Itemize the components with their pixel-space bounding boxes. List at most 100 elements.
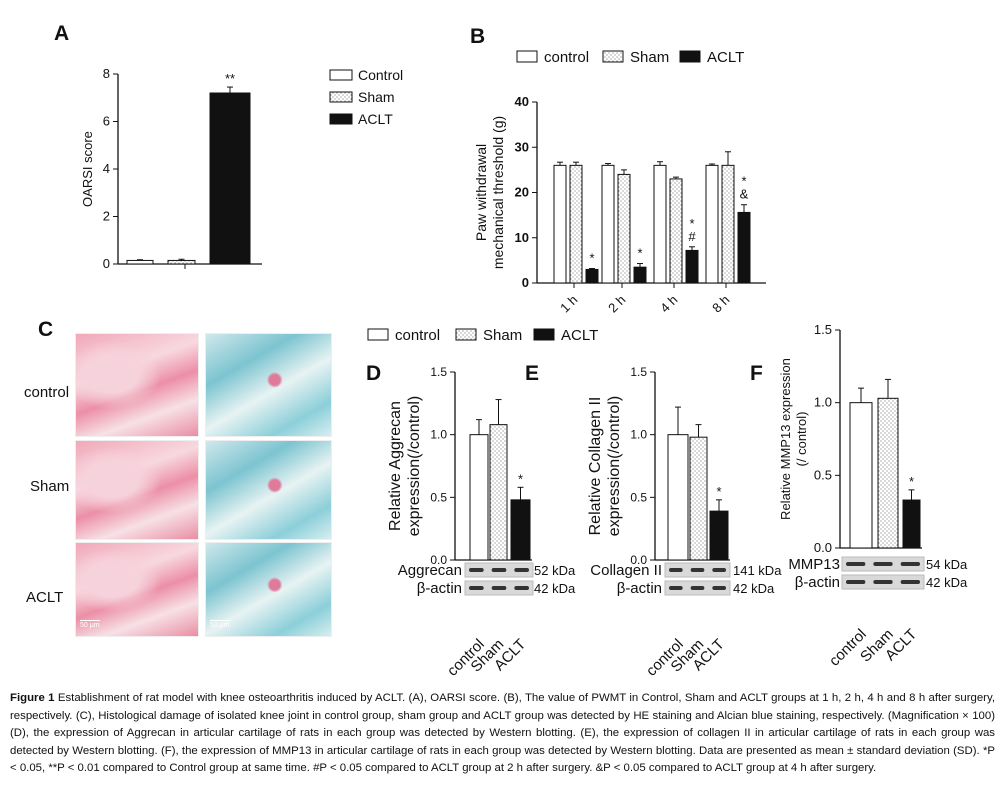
bar-b-control: [653, 164, 667, 284]
bar-d-sham: [489, 424, 508, 561]
legend-def-entry: control: [395, 327, 440, 344]
x-tick-label-b: 1 h: [557, 292, 580, 315]
bar-e-aclt: [709, 510, 729, 561]
legend-def-swatch: [367, 328, 389, 341]
y-axis-label-d: Relative Aggrecan: [387, 401, 404, 531]
bar-f-control: [849, 402, 873, 549]
legend-b-swatch: [679, 50, 701, 63]
y-tick-label-f: 1.5: [814, 322, 832, 337]
row-label-aclt: ACLT: [26, 589, 64, 606]
legend-def-entry: ACLT: [561, 327, 598, 344]
bar-b-aclt: [633, 266, 647, 284]
blot-kda-d: 52 kDa: [534, 563, 576, 578]
y-tick-label-b: 30: [515, 139, 529, 154]
significance-mark-d: *: [518, 471, 523, 486]
blot-band-f: [846, 562, 866, 566]
figure-caption: Figure 1 Establishment of rat model with…: [10, 690, 995, 778]
y-tick-label-e: 0.5: [630, 490, 647, 504]
bar-e-control: [667, 434, 689, 561]
legend-b-swatch: [516, 50, 538, 63]
y-axis-label-f: (/ control): [794, 412, 809, 467]
y-tick-label-f: 1.0: [814, 395, 832, 410]
panel-label-c: C: [38, 318, 54, 341]
blot-band-e: [712, 586, 726, 590]
blot-band-d: [514, 586, 529, 590]
significance-mark-b: *: [741, 174, 746, 189]
bar-a-control: [126, 259, 154, 265]
bar-d-control: [469, 434, 489, 561]
legend-b-entry: Sham: [630, 49, 669, 66]
y-axis-label-e: Relative Collagen II: [587, 397, 604, 536]
y-tick-label-e: 1.0: [630, 428, 647, 442]
blot-label-f: β-actin: [795, 574, 840, 591]
bar-a-sham: [167, 259, 196, 265]
x-tick-label-b: 4 h: [657, 292, 680, 315]
panel-label-a: A: [54, 22, 70, 45]
blot-band-d: [491, 586, 507, 590]
blot-band-f: [846, 580, 866, 584]
legend-a-swatch: [329, 69, 353, 81]
blot-band-f: [900, 580, 920, 584]
legend-a-entry: Control: [358, 67, 403, 83]
panel-label-e: E: [525, 362, 540, 385]
y-axis-label-d: expression(/control): [406, 396, 423, 537]
bar-b-control: [601, 164, 615, 284]
alcian-image-sham: [205, 440, 332, 540]
blot-label-f: MMP13: [788, 556, 840, 573]
significance-mark-a: **: [225, 71, 235, 86]
blot-band-e: [690, 586, 705, 590]
y-tick-label-a: 6: [103, 114, 110, 129]
y-tick-label-b: 0: [522, 275, 529, 290]
blot-label-e: Collagen II: [590, 562, 662, 579]
y-tick-label-d: 0.0: [430, 553, 447, 567]
blot-label-d: Aggrecan: [398, 562, 462, 579]
significance-mark-b: #: [688, 229, 696, 244]
blot-kda-f: 54 kDa: [926, 557, 968, 572]
bar-b-sham: [669, 178, 683, 284]
panel-label-b: B: [470, 25, 486, 48]
blot-band-e: [669, 568, 683, 572]
blot-band-d: [491, 568, 507, 572]
y-tick-label-b: 20: [515, 185, 529, 200]
blot-band-e: [669, 586, 683, 590]
y-tick-label-d: 1.5: [430, 365, 447, 379]
legend-a-swatch: [329, 91, 353, 103]
bar-b-aclt: [737, 211, 751, 284]
legend-def-entry: Sham: [483, 327, 522, 344]
legend-a-entry: ACLT: [358, 111, 393, 127]
he-image-sham: [75, 440, 199, 540]
significance-mark-b: *: [689, 216, 694, 231]
significance-mark-b: *: [637, 246, 642, 261]
y-tick-label-f: 0.5: [814, 467, 832, 482]
blot-band-d: [514, 568, 529, 572]
row-label-sham: Sham: [30, 478, 70, 495]
blot-band-f: [873, 580, 893, 584]
y-tick-label-a: 0: [103, 256, 110, 271]
blot-band-d: [469, 586, 484, 590]
x-tick-label-b: 8 h: [709, 292, 732, 315]
legend-def-swatch: [455, 328, 477, 341]
alcian-image-control: [205, 333, 332, 437]
legend-a-entry: Sham: [358, 89, 395, 105]
blot-kda-d: 42 kDa: [534, 581, 576, 596]
bar-d-aclt: [510, 499, 531, 561]
bar-f-sham: [877, 397, 899, 549]
y-tick-label-a: 8: [103, 66, 110, 81]
blot-kda-e: 42 kDa: [733, 581, 775, 596]
y-tick-label-a: 4: [103, 161, 110, 176]
y-axis-label-a: OARSI score: [80, 131, 95, 207]
blot-band-e: [690, 568, 705, 572]
bar-b-control: [705, 164, 719, 284]
significance-mark-b: *: [589, 251, 594, 266]
blot-kda-f: 42 kDa: [926, 575, 968, 590]
y-axis-label-b: Paw withdrawal: [473, 144, 489, 241]
legend-b-entry: control: [544, 49, 589, 66]
y-tick-label-d: 0.5: [430, 490, 447, 504]
y-tick-label-b: 10: [515, 230, 529, 245]
bar-b-sham: [617, 173, 631, 284]
y-tick-label-a: 2: [103, 209, 110, 224]
legend-def-swatch: [533, 328, 555, 341]
bar-f-aclt: [902, 499, 921, 549]
blot-band-f: [900, 562, 920, 566]
